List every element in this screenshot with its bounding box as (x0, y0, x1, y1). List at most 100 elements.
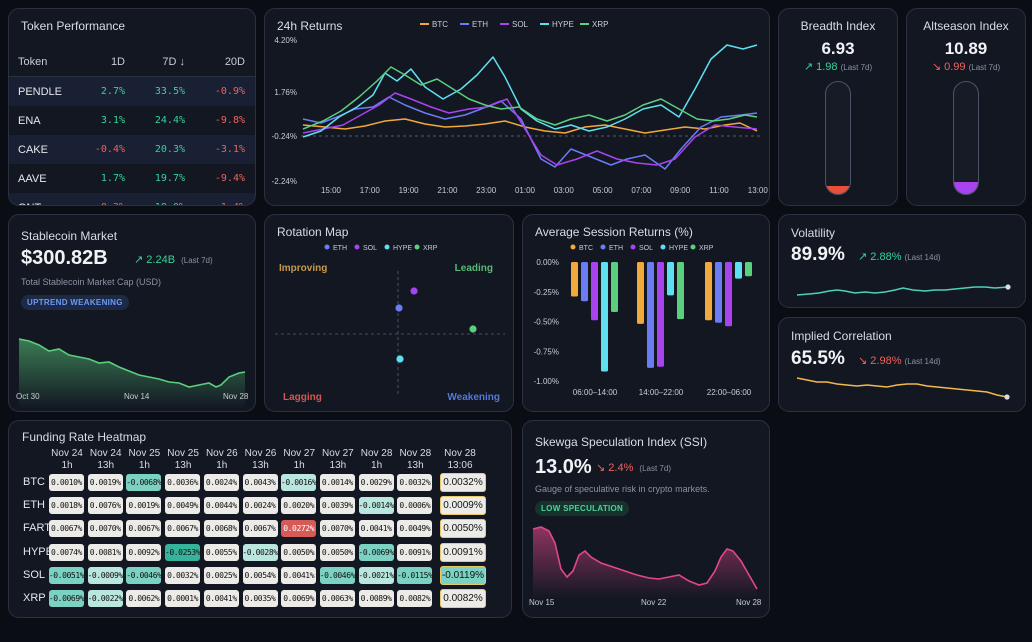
heatmap-cell[interactable]: 0.0035% (242, 590, 278, 607)
heatmap-cell[interactable]: 0.0006% (397, 497, 433, 515)
rotation-point-xrp[interactable] (469, 325, 477, 333)
heatmap-cell[interactable]: 0.0050% (319, 543, 355, 561)
heatmap-cell[interactable]: 0.0082% (440, 589, 486, 608)
bar-xrp[interactable] (611, 262, 618, 312)
heatmap-cell[interactable]: 0.0067% (126, 520, 162, 538)
header-7d[interactable]: 7D ↓ (162, 56, 185, 68)
heatmap-cell[interactable]: 0.0039% (319, 497, 355, 515)
heatmap-cell[interactable]: 0.0009% (440, 496, 486, 516)
bar-sol[interactable] (591, 262, 598, 321)
header-token[interactable]: Token (18, 56, 48, 68)
heatmap-cell[interactable]: -0.0051% (49, 566, 85, 584)
heatmap-cell[interactable]: 0.0054% (242, 566, 278, 584)
heatmap-cell[interactable]: -0.0028% (242, 543, 278, 561)
heatmap-cell[interactable]: -0.0046% (126, 566, 162, 584)
heatmap-cell[interactable]: 0.0001% (165, 590, 201, 607)
heatmap-cell[interactable]: 0.0055% (203, 543, 239, 561)
heatmap-cell[interactable]: 0.0010% (49, 474, 84, 491)
header-1d[interactable]: 1D (110, 56, 125, 68)
table-row[interactable]: QNT -0.3% 18.0% -1.4% (9, 193, 255, 205)
heatmap-cell[interactable]: 0.0089% (358, 590, 394, 607)
heatmap-cell[interactable]: 0.0020% (281, 497, 317, 515)
bar-hype[interactable] (735, 262, 742, 279)
heatmap-cell[interactable]: -0.0014% (358, 497, 394, 515)
heatmap-cell[interactable]: -0.0115% (397, 566, 433, 584)
heatmap-cell[interactable]: 0.0070% (87, 520, 123, 538)
bar-hype[interactable] (667, 262, 674, 296)
table-row[interactable]: AAVE 1.7% 19.7% -9.4% (9, 164, 255, 193)
heatmap-cell[interactable]: 0.0067% (49, 520, 84, 538)
table-row[interactable]: PENDLE 2.7% 33.5% -0.9% (9, 77, 255, 106)
bar-btc[interactable] (571, 262, 578, 297)
column-date: Nov 25 (128, 448, 161, 459)
heatmap-cell[interactable]: 0.0025% (203, 566, 239, 584)
heatmap-cell[interactable]: 0.0041% (281, 566, 317, 584)
arrow-up-icon: ↗ (858, 251, 868, 263)
heatmap-cell[interactable]: 0.0049% (165, 497, 201, 515)
heatmap-cell[interactable]: 0.0049% (397, 520, 433, 538)
heatmap-cell[interactable]: 0.0024% (242, 497, 278, 515)
heatmap-cell[interactable]: 0.0074% (49, 543, 84, 561)
header-20d[interactable]: 20D (224, 56, 245, 68)
heatmap-cell[interactable]: 0.0043% (242, 474, 278, 491)
heatmap-cell[interactable]: 0.0050% (440, 519, 486, 539)
heatmap-cell[interactable]: 0.0081% (87, 543, 123, 561)
bar-xrp[interactable] (745, 262, 752, 277)
heatmap-cell[interactable]: 0.0018% (49, 497, 84, 515)
heatmap-cell[interactable]: 0.0032% (440, 473, 486, 492)
heatmap-cell[interactable]: -0.0021% (358, 566, 394, 584)
table-row[interactable]: CAKE -0.4% 20.3% -3.1% (9, 135, 255, 164)
heatmap-cell[interactable]: 0.0041% (203, 590, 239, 607)
heatmap-cell[interactable]: 0.0062% (126, 590, 162, 607)
legend-label: ETH (472, 20, 488, 29)
heatmap-cell[interactable]: -0.0022% (88, 590, 123, 607)
heatmap-cell[interactable]: 0.0019% (87, 474, 123, 491)
table-row[interactable]: ENA 3.1% 24.4% -9.8% (9, 106, 255, 135)
heatmap-cell[interactable]: 0.0032% (397, 474, 433, 491)
bar-btc[interactable] (637, 262, 644, 324)
bar-eth[interactable] (581, 262, 588, 302)
bar-eth[interactable] (715, 262, 722, 323)
heatmap-cell[interactable]: 0.0091% (440, 542, 486, 562)
heatmap-cell[interactable]: 0.0029% (358, 474, 394, 491)
bar-eth[interactable] (647, 262, 654, 368)
heatmap-cell[interactable]: -0.0069% (49, 590, 85, 607)
heatmap-cell[interactable]: 0.0063% (319, 590, 355, 607)
heatmap-cell[interactable]: 0.0019% (126, 497, 162, 515)
heatmap-cell[interactable]: 0.0032% (165, 566, 201, 584)
heatmap-cell[interactable]: 0.0068% (203, 520, 239, 538)
bar-sol[interactable] (657, 262, 664, 367)
heatmap-cell[interactable]: -0.0119% (440, 565, 486, 585)
heatmap-cell[interactable]: -0.0016% (281, 474, 317, 491)
heatmap-cell[interactable]: -0.0253% (165, 543, 201, 561)
heatmap-cell[interactable]: 0.0082% (397, 590, 433, 607)
heatmap-cell[interactable]: 0.0076% (87, 497, 123, 515)
bar-xrp[interactable] (677, 262, 684, 320)
heatmap-cell[interactable]: 0.0067% (242, 520, 278, 538)
bar-sol[interactable] (725, 262, 732, 327)
rotation-point-sol[interactable] (410, 287, 418, 295)
heatmap-cell[interactable]: -0.0009% (88, 566, 123, 584)
heatmap-cell[interactable]: -0.0068% (126, 474, 162, 491)
heatmap-cell[interactable]: 0.0050% (281, 543, 317, 561)
bar-hype[interactable] (601, 262, 608, 372)
y-tick: -0.25% (534, 288, 559, 297)
heatmap-cell[interactable]: 0.0091% (397, 543, 433, 561)
heatmap-cell[interactable]: 0.0036% (165, 474, 201, 491)
column-time: 13h (406, 460, 424, 471)
heatmap-cell[interactable]: 0.0044% (203, 497, 239, 515)
heatmap-cell[interactable]: 0.0067% (165, 520, 201, 538)
heatmap-cell[interactable]: 0.0041% (358, 520, 394, 538)
value-1d: 3.1% (100, 115, 125, 126)
heatmap-cell[interactable]: -0.0046% (320, 566, 355, 584)
heatmap-cell[interactable]: 0.0092% (126, 543, 162, 561)
heatmap-cell[interactable]: -0.0069% (358, 543, 394, 561)
heatmap-cell[interactable]: 0.0024% (203, 474, 239, 491)
heatmap-cell[interactable]: 0.0014% (319, 474, 355, 491)
rotation-point-hype[interactable] (396, 355, 404, 363)
heatmap-cell[interactable]: 0.0272% (281, 520, 317, 538)
heatmap-cell[interactable]: 0.0069% (281, 590, 317, 607)
rotation-point-eth[interactable] (395, 304, 403, 312)
bar-btc[interactable] (705, 262, 712, 321)
heatmap-cell[interactable]: 0.0070% (319, 520, 355, 538)
